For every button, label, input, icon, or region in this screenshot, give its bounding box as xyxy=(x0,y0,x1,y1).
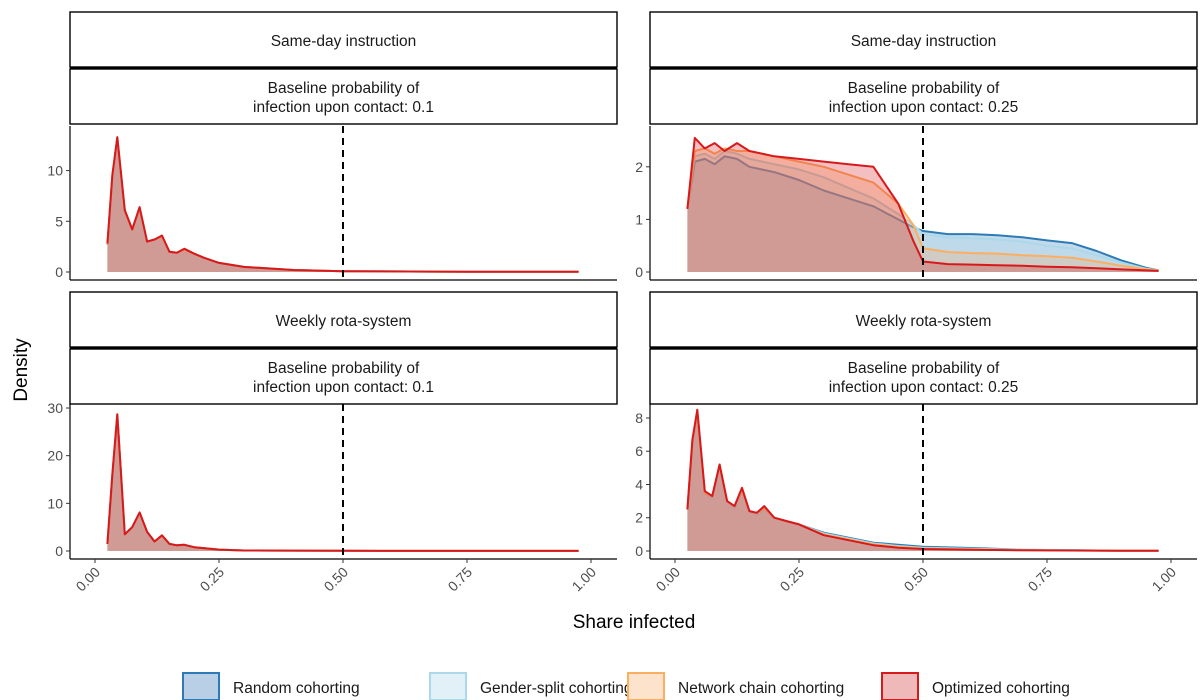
legend-label-2: Gender-split cohorting xyxy=(480,680,633,697)
strip-bottom-label-line: infection upon contact: 0.25 xyxy=(829,99,1019,116)
y-tick-label: 10 xyxy=(47,163,63,179)
density-area xyxy=(687,413,1159,551)
legend-label-3: Network chain cohorting xyxy=(678,680,844,697)
strip-bottom-box xyxy=(69,68,618,125)
x-tick-label: 0.50 xyxy=(901,564,932,595)
facet-panel-2: Same-day instruction Baseline probability… xyxy=(635,11,1198,281)
facet-panel-1: Same-day instruction Baseline probability… xyxy=(47,11,618,281)
density-area xyxy=(107,138,579,272)
density-line xyxy=(106,413,579,552)
strip-top-label: Weekly rota-system xyxy=(856,313,992,330)
strip-bottom-label-line: infection upon contact: 0.1 xyxy=(253,379,434,396)
y-tick-label: 0 xyxy=(635,543,643,559)
x-tick-label: 0.50 xyxy=(321,564,352,595)
y-tick-label: 6 xyxy=(635,443,643,459)
density-area xyxy=(107,138,579,272)
x-tick-label: 1.00 xyxy=(569,564,600,595)
y-tick-label: 20 xyxy=(47,448,63,464)
strip-bottom-label-line: Baseline probability of xyxy=(848,80,1000,97)
strip-bottom-label-line: infection upon contact: 0.1 xyxy=(253,99,434,116)
density-area xyxy=(687,411,1159,551)
x-tick-label: 0.75 xyxy=(1025,564,1056,595)
x-tick-label: 0.00 xyxy=(73,564,104,595)
facet-panel-4: Weekly rota-system Baseline probability o… xyxy=(635,291,1198,595)
strip-bottom-label-line: Baseline probability of xyxy=(848,360,1000,377)
y-tick-label: 5 xyxy=(55,213,63,229)
y-tick-label: 0 xyxy=(635,264,643,280)
y-tick-label: 2 xyxy=(635,159,643,175)
x-tick-label: 0.25 xyxy=(197,564,228,595)
density-area xyxy=(687,156,1159,272)
x-tick-label: 0.25 xyxy=(777,564,808,595)
legend-label-4: Optimized cohorting xyxy=(932,680,1070,697)
density-area xyxy=(687,409,1159,551)
x-tick-label: 0.75 xyxy=(445,564,476,595)
density-area xyxy=(687,413,1159,551)
legend-key-1 xyxy=(182,672,220,700)
density-area xyxy=(687,137,1159,272)
density-area xyxy=(107,138,579,272)
x-tick-label: 1.00 xyxy=(1149,564,1180,595)
legend-key-4 xyxy=(881,672,919,700)
strip-top-label: Weekly rota-system xyxy=(276,313,412,330)
strip-top-box xyxy=(649,11,1198,68)
strip-bottom-label-line: Baseline probability of xyxy=(268,360,420,377)
strip-bottom-label-line: infection upon contact: 0.25 xyxy=(829,379,1019,396)
strip-bottom-label-line: Baseline probability of xyxy=(268,80,420,97)
y-tick-label: 8 xyxy=(635,410,643,426)
density-line xyxy=(106,136,579,273)
strip-top-box xyxy=(69,291,618,348)
density-line xyxy=(686,136,1159,272)
y-tick-label: 10 xyxy=(47,495,63,511)
y-tick-label: 30 xyxy=(47,400,63,416)
strip-top-label: Same-day instruction xyxy=(271,33,417,50)
legend-key-3 xyxy=(627,672,665,700)
panels-layer: Same-day instruction Baseline probability… xyxy=(47,11,1198,595)
density-area xyxy=(687,151,1159,272)
density-line xyxy=(686,155,1159,272)
density-line xyxy=(686,408,1159,552)
strip-top-box xyxy=(69,11,618,68)
y-tick-label: 2 xyxy=(635,510,643,526)
density-area xyxy=(687,148,1159,272)
strip-bottom-box xyxy=(69,348,618,405)
y-tick-label: 1 xyxy=(635,211,643,227)
y-tick-label: 4 xyxy=(635,476,643,492)
strip-top-label: Same-day instruction xyxy=(851,33,997,50)
x-tick-label: 0.00 xyxy=(653,564,684,595)
y-tick-label: 0 xyxy=(55,543,63,559)
legend-label-1: Random cohorting xyxy=(233,680,360,697)
density-area xyxy=(107,137,579,272)
facet-panel-3: Weekly rota-system Baseline probability o… xyxy=(47,291,618,595)
legend-key-2 xyxy=(429,672,467,700)
y-tick-label: 0 xyxy=(55,264,63,280)
y-axis-title: Density xyxy=(11,338,32,402)
x-axis-title: Share infected xyxy=(573,612,696,633)
legend: Random cohorting Gender-split cohorting Ne… xyxy=(182,672,1070,700)
